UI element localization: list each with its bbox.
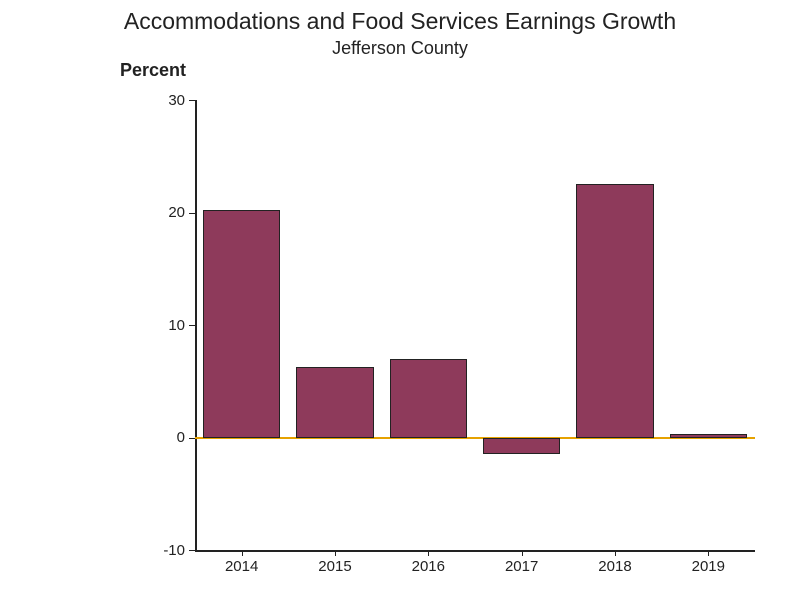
y-tick-label: 10	[145, 317, 185, 334]
y-tick-label: 0	[145, 429, 185, 446]
bar	[670, 434, 747, 437]
bar	[296, 367, 373, 438]
x-tick-mark	[242, 550, 243, 556]
x-tick-label: 2016	[382, 558, 475, 575]
chart-container: Accommodations and Food Services Earning…	[0, 0, 800, 600]
x-tick-mark	[428, 550, 429, 556]
x-tick-label: 2017	[475, 558, 568, 575]
x-tick-mark	[708, 550, 709, 556]
x-tick-mark	[615, 550, 616, 556]
y-tick-mark	[189, 438, 195, 439]
y-tick-mark	[189, 325, 195, 326]
chart-title: Accommodations and Food Services Earning…	[0, 8, 800, 35]
chart-subtitle: Jefferson County	[0, 38, 800, 59]
bar	[576, 184, 653, 437]
y-tick-mark	[189, 100, 195, 101]
x-tick-mark	[335, 550, 336, 556]
y-tick-mark	[189, 213, 195, 214]
x-tick-label: 2014	[195, 558, 288, 575]
x-tick-label: 2015	[288, 558, 381, 575]
plot-area: -100102030201420152016201720182019	[195, 100, 755, 550]
x-tick-mark	[522, 550, 523, 556]
y-tick-label: -10	[145, 542, 185, 559]
x-tick-label: 2018	[568, 558, 661, 575]
x-axis-line	[195, 550, 755, 552]
bar	[390, 359, 467, 438]
y-tick-mark	[189, 550, 195, 551]
x-tick-label: 2019	[662, 558, 755, 575]
bar	[483, 438, 560, 455]
y-tick-label: 30	[145, 92, 185, 109]
y-tick-label: 20	[145, 204, 185, 221]
bar	[203, 210, 280, 437]
y-axis-line	[195, 100, 197, 550]
y-axis-label: Percent	[120, 60, 186, 81]
